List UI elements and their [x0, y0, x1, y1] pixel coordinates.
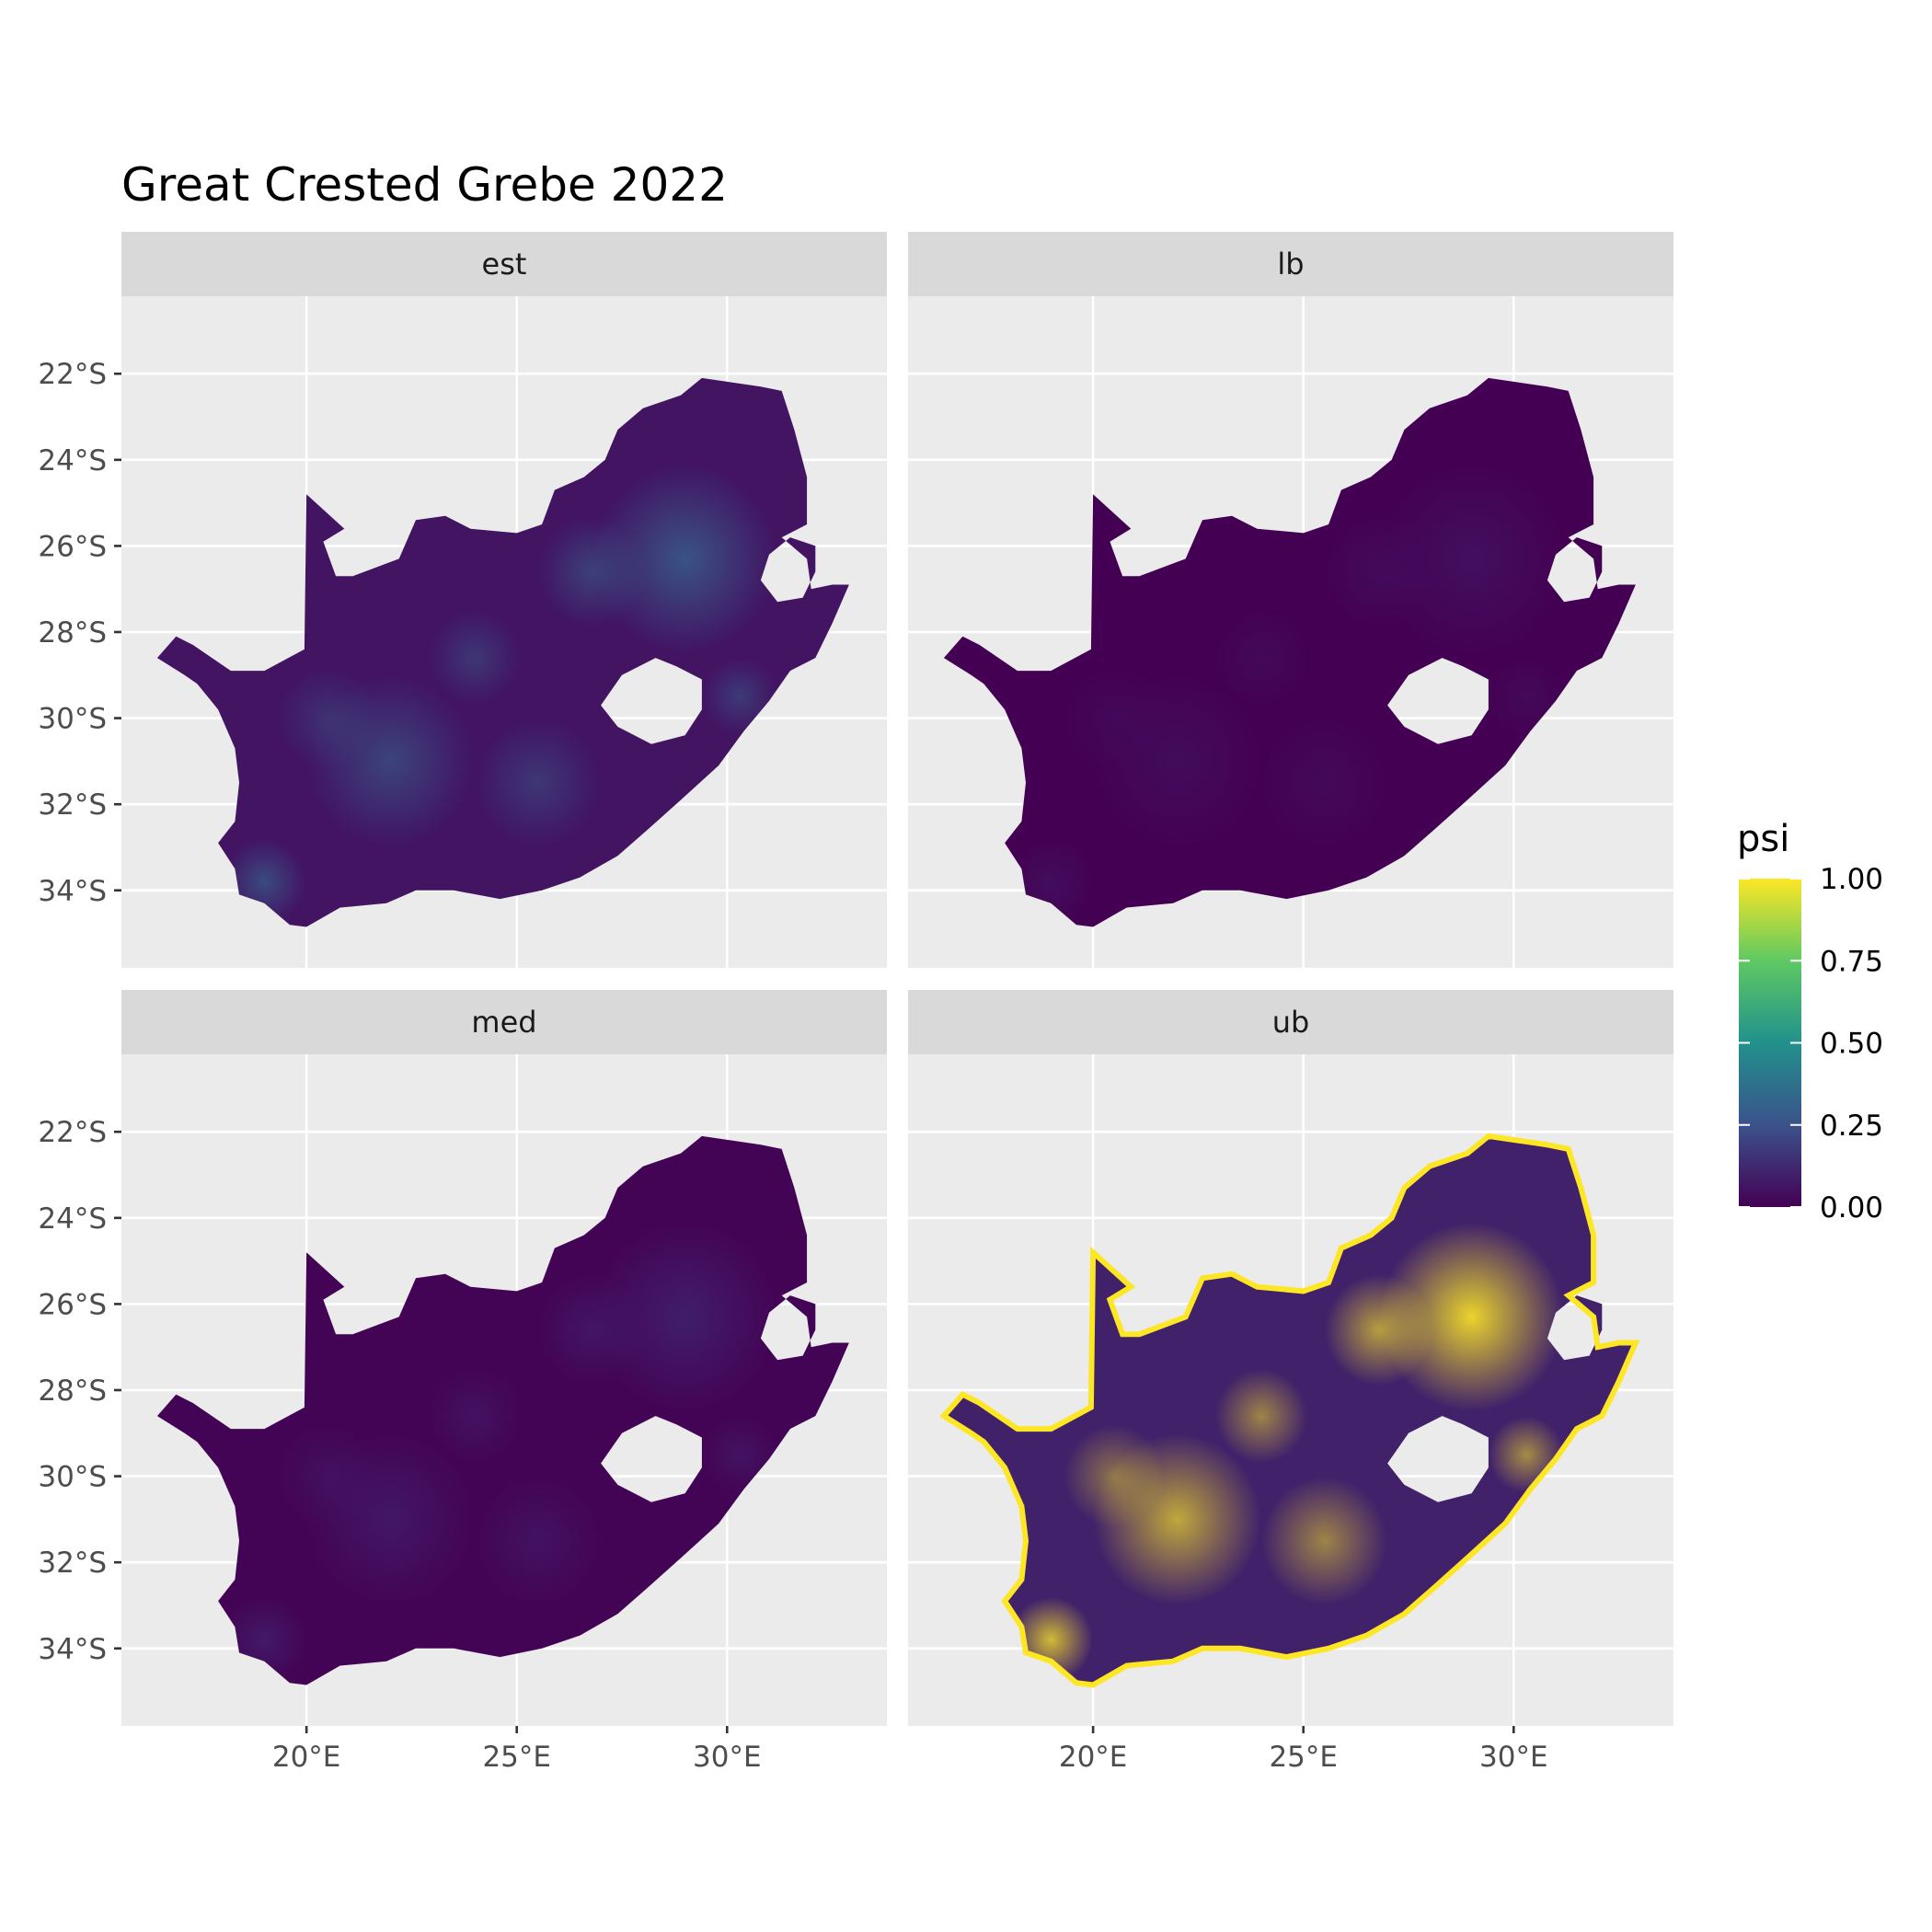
panel-med: med: [121, 990, 887, 1726]
legend-tick-label: 0.25: [1820, 1110, 1883, 1143]
y-tick-label: 24°S: [38, 1202, 107, 1236]
hotspot: [1064, 666, 1165, 770]
hotspot: [592, 1222, 778, 1412]
hotspot: [475, 1476, 602, 1605]
legend-tick-label: 1.00: [1820, 863, 1883, 896]
hotspot: [1214, 1368, 1308, 1464]
y-tick-label: 22°S: [38, 358, 107, 391]
legend-ticks: 1.00 0.75 0.50 0.25 0.00: [1739, 863, 1883, 1225]
legend-tick-label: 0.75: [1820, 945, 1883, 978]
y-tick-label: 26°S: [38, 1288, 107, 1321]
y-tick-label: 32°S: [38, 1547, 107, 1580]
x-tick-label: 30°E: [693, 1741, 762, 1774]
hotspot: [475, 718, 602, 847]
y-tick-label: 30°S: [38, 1461, 107, 1494]
y-tick-label: 30°S: [38, 703, 107, 736]
hotspot: [537, 1273, 648, 1386]
hotspot: [428, 1368, 522, 1464]
hotspot: [1324, 1273, 1434, 1386]
legend-tick-label: 0.50: [1820, 1028, 1883, 1061]
y-tick-label: 26°S: [38, 530, 107, 563]
coast-highlight: [939, 1133, 1640, 1688]
strip-ub: [908, 990, 1673, 1054]
strip-est: [121, 232, 887, 296]
panel-est: est: [121, 232, 887, 968]
y-tick-label: 28°S: [38, 1374, 107, 1408]
x-tick-label: 20°E: [1059, 1741, 1128, 1774]
strip-label-lb: lb: [1277, 247, 1304, 282]
panel-ub: ub: [908, 990, 1673, 1726]
hotspot: [277, 666, 378, 770]
hotspot: [1261, 718, 1388, 847]
hotspot: [1261, 1476, 1388, 1605]
strip-label-med: med: [471, 1005, 536, 1040]
strip-lb: [908, 232, 1673, 296]
legend-title: psi: [1737, 818, 1789, 860]
x-tick-label: 20°E: [272, 1741, 341, 1774]
hotspot: [537, 515, 648, 628]
x-tick-label: 25°E: [1269, 1741, 1338, 1774]
strip-label-est: est: [482, 247, 527, 282]
hotspot: [1324, 515, 1434, 628]
hotspot: [1214, 610, 1308, 706]
y-tick-label: 34°S: [38, 875, 107, 908]
hotspot: [1379, 464, 1565, 654]
x-tick-label: 25°E: [482, 1741, 551, 1774]
y-tick-label: 32°S: [38, 788, 107, 822]
hotspot: [1064, 1424, 1165, 1528]
y-tick-label: 24°S: [38, 444, 107, 477]
hotspot: [1379, 1222, 1565, 1412]
hotspot: [277, 1424, 378, 1528]
panel-lb: lb: [908, 232, 1673, 968]
hotspot: [592, 464, 778, 654]
strip-med: [121, 990, 887, 1054]
legend: psi 1.00 0.75 0.50 0.25 0.00: [1737, 818, 1883, 1225]
axes: 22°S 24°S 26°S 28°S 30°S 32°S 34°S 22°S 24°S 26°S…: [38, 358, 1547, 1774]
x-tick-label: 30°E: [1479, 1741, 1548, 1774]
strip-label-ub: ub: [1272, 1005, 1310, 1040]
hotspot: [428, 610, 522, 706]
legend-tick-label: 0.00: [1820, 1191, 1883, 1225]
y-tick-label: 22°S: [38, 1116, 107, 1149]
y-tick-label: 28°S: [38, 616, 107, 650]
chart-title: Great Crested Grebe 2022: [121, 158, 728, 212]
y-tick-label: 34°S: [38, 1633, 107, 1666]
